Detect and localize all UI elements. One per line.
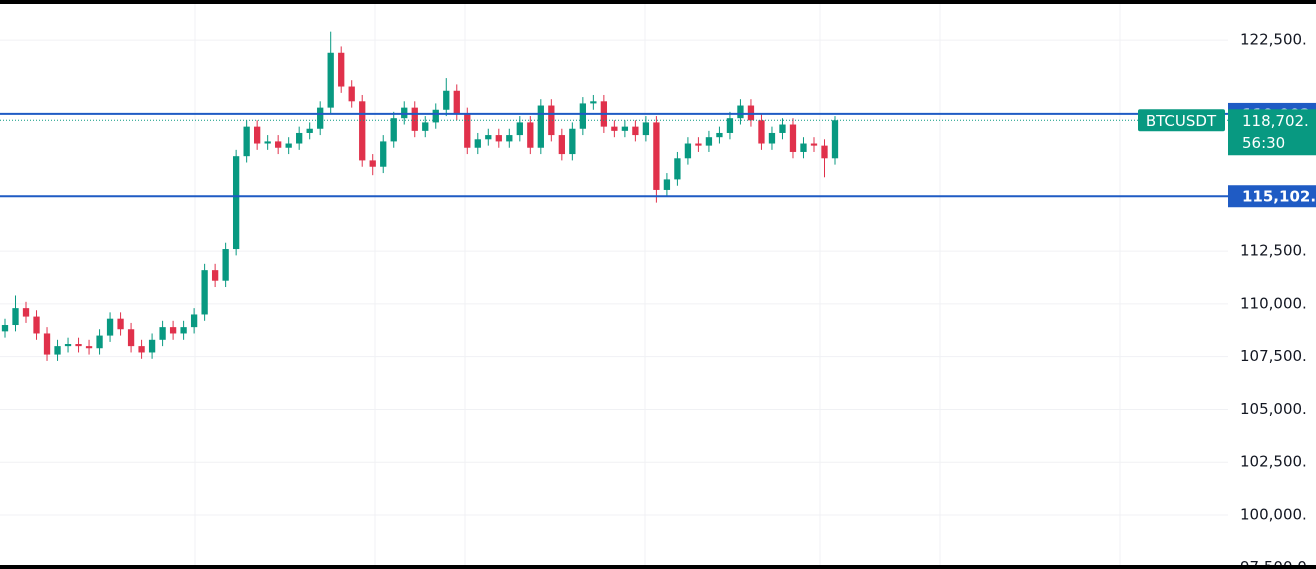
candle-body — [747, 105, 755, 121]
candle-body — [495, 135, 502, 142]
symbol-label: BTCUSDT — [1146, 112, 1217, 130]
candle-body — [54, 346, 61, 355]
candle-body — [85, 346, 93, 349]
top-border — [0, 0, 1316, 4]
candle-body — [201, 270, 208, 315]
candle-body — [22, 308, 30, 317]
candle-body — [243, 126, 250, 157]
time-grid — [194, 0, 1121, 569]
candle-body — [222, 249, 229, 281]
candle-body — [232, 156, 240, 250]
candle-body — [506, 135, 513, 142]
candle-body — [558, 135, 565, 155]
candle-body — [432, 109, 439, 123]
candle-body — [474, 139, 481, 148]
candle-body — [642, 122, 650, 136]
candle-body — [768, 132, 776, 144]
candle-body — [327, 52, 334, 108]
candle-body — [211, 270, 219, 281]
candle-body — [716, 132, 723, 138]
candle-body — [516, 122, 523, 136]
candle-body — [590, 101, 597, 104]
candle-body — [548, 105, 555, 136]
candle-body — [537, 105, 544, 148]
candle-body — [726, 118, 734, 133]
candle-body — [12, 308, 19, 326]
candle-body — [789, 124, 797, 152]
candle-body — [527, 122, 534, 148]
candle-body — [737, 105, 744, 119]
candle-body — [254, 126, 261, 144]
candle-body — [264, 141, 271, 144]
candle-body — [779, 124, 786, 133]
last-price-box — [1228, 109, 1316, 156]
y-tick-label: 105,000. — [1240, 400, 1307, 418]
bottom-border — [0, 565, 1316, 569]
candle-body — [148, 339, 156, 353]
price-label-box — [1228, 185, 1316, 208]
candle-body — [138, 346, 145, 353]
candle-body — [96, 335, 103, 349]
candle-body — [401, 107, 408, 119]
y-tick-label: 107,500. — [1240, 347, 1307, 365]
candle-body — [810, 143, 818, 146]
candle-body — [43, 333, 51, 355]
symbol-box — [1138, 109, 1225, 132]
candle-body — [159, 327, 166, 340]
candle-body — [296, 132, 303, 144]
candle-body — [611, 126, 618, 131]
price-label: 115,102. — [1242, 188, 1316, 206]
candle-body — [831, 120, 839, 159]
candle-body — [674, 158, 681, 180]
y-tick-label: 102,500. — [1240, 453, 1307, 471]
countdown: 56:30 — [1242, 134, 1285, 152]
candle-body — [758, 120, 765, 144]
candle-body — [821, 145, 828, 159]
candle-body — [663, 179, 671, 190]
candle-body — [443, 90, 450, 110]
candle-body — [64, 344, 72, 347]
candle-body — [117, 318, 124, 330]
candle-body — [1, 325, 9, 332]
y-tick-label: 110,000. — [1240, 294, 1307, 312]
candle-body — [369, 160, 376, 167]
candle-body — [684, 143, 692, 159]
candle-body — [390, 118, 397, 142]
candle-body — [621, 126, 629, 131]
candle-body — [800, 143, 807, 152]
candle-body — [464, 113, 471, 148]
candle-body — [275, 141, 282, 148]
candle-body — [653, 122, 660, 190]
candle-body — [579, 103, 586, 129]
candle-body — [411, 107, 418, 131]
candle-body — [33, 316, 40, 334]
candle-body — [106, 318, 114, 336]
candle-body — [422, 122, 429, 131]
candle-body — [127, 329, 135, 347]
candle-body — [75, 344, 82, 347]
candle-body — [180, 327, 187, 334]
y-tick-label: 97,500.0 — [1240, 558, 1307, 569]
y-tick-label: 122,500. — [1240, 31, 1307, 49]
candle-body — [380, 141, 387, 167]
candle-body — [317, 107, 324, 129]
candle-body — [695, 143, 702, 146]
candle-body — [190, 314, 198, 328]
y-tick-label: 112,500. — [1240, 242, 1307, 260]
last-price-label: 118,702. — [1242, 112, 1309, 130]
y-tick-label: 100,000. — [1240, 505, 1307, 523]
candle-body — [169, 327, 177, 334]
candle-body — [348, 86, 355, 102]
candle-body — [338, 52, 345, 87]
candle-body — [359, 101, 366, 161]
candle-body — [453, 90, 460, 114]
candle-body — [285, 143, 292, 148]
candle-body — [306, 128, 313, 133]
candle-body — [569, 128, 576, 155]
candle-body — [705, 137, 713, 146]
candle-body — [485, 135, 492, 140]
candle-body — [632, 126, 639, 136]
